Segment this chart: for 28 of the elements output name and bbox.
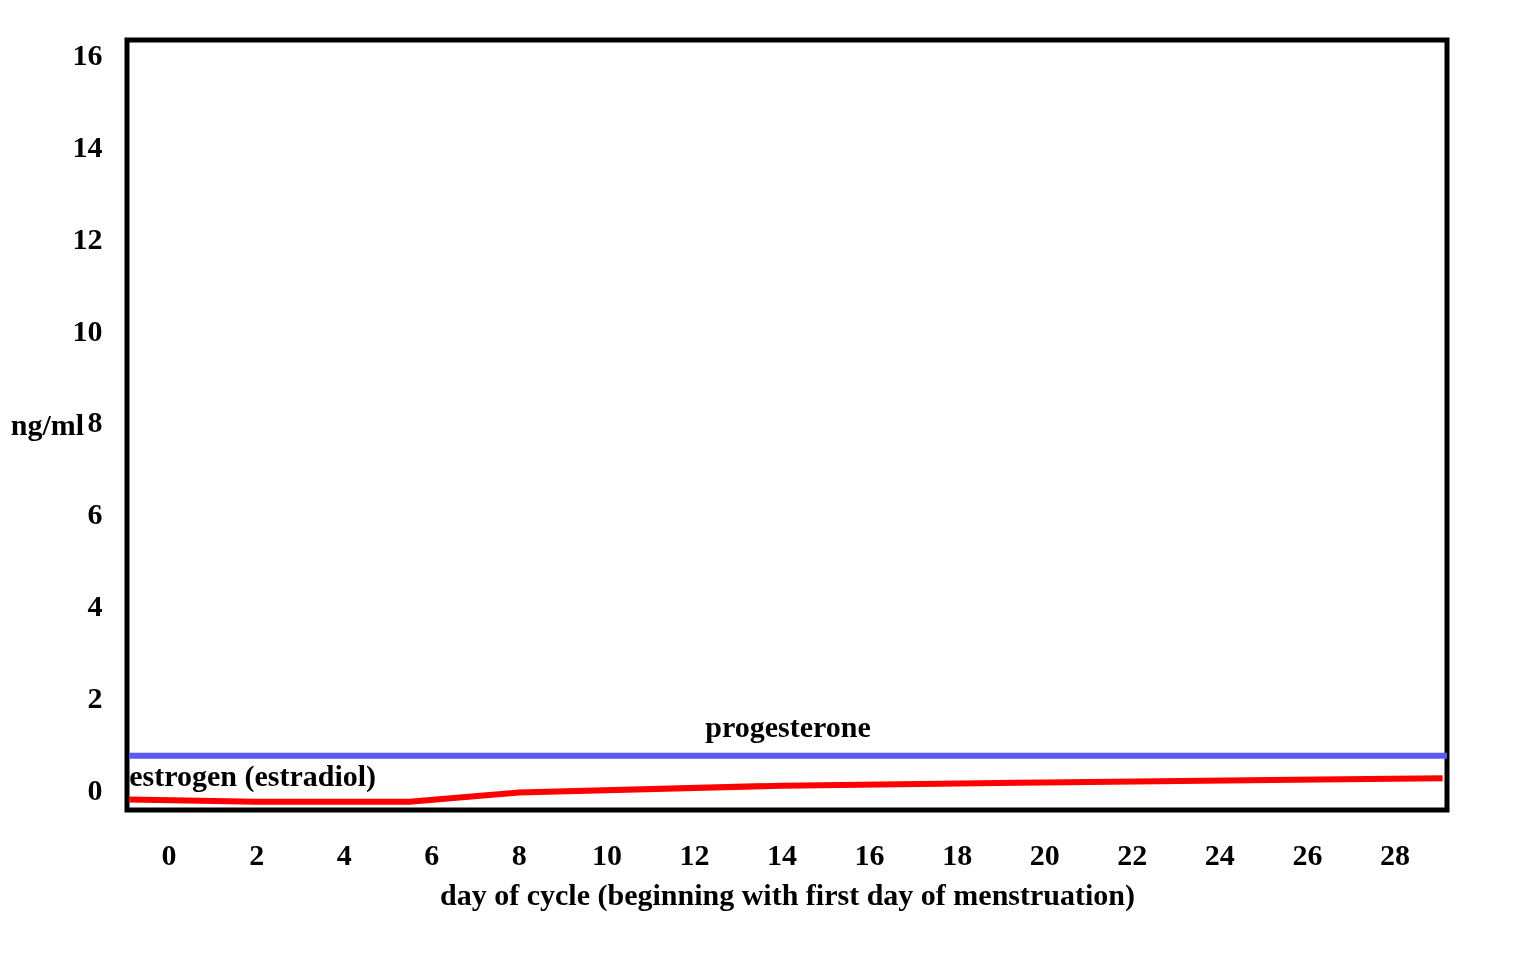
x-tick-label: 18: [942, 837, 973, 871]
y-tick-label: 6: [87, 497, 103, 531]
x-axis-title: day of cycle (beginning with first day of menstruation): [440, 877, 1135, 912]
y-tick-label: 0: [87, 772, 103, 806]
x-tick-label: 14: [767, 837, 798, 871]
y-tick-label: 10: [72, 313, 103, 347]
series-label: estrogen (estradiol): [129, 759, 377, 794]
x-tick-label: 24: [1204, 837, 1235, 871]
x-tick-label: 16: [854, 837, 885, 871]
y-tick-label: 14: [72, 129, 103, 163]
x-tick-label: 22: [1117, 837, 1148, 871]
y-tick-label: 16: [72, 38, 103, 72]
y-tick-label: 4: [87, 589, 103, 623]
x-tick-label: 8: [511, 837, 527, 871]
x-tick-label: 28: [1379, 837, 1410, 871]
x-tick-label: 6: [424, 837, 440, 871]
y-tick-label: 8: [87, 405, 103, 439]
x-tick-label: 4: [336, 837, 352, 871]
x-tick-label: 0: [161, 837, 177, 871]
x-tick-label: 20: [1029, 837, 1060, 871]
x-tick-label: 10: [591, 837, 622, 871]
y-tick-label: 12: [72, 221, 103, 255]
y-axis-title: ng/ml: [10, 407, 85, 441]
x-tick-label: 26: [1292, 837, 1323, 871]
series-label: progesterone: [705, 709, 871, 743]
x-tick-label: 12: [679, 837, 710, 871]
x-tick-label: 2: [249, 837, 265, 871]
y-tick-label: 2: [87, 680, 103, 714]
